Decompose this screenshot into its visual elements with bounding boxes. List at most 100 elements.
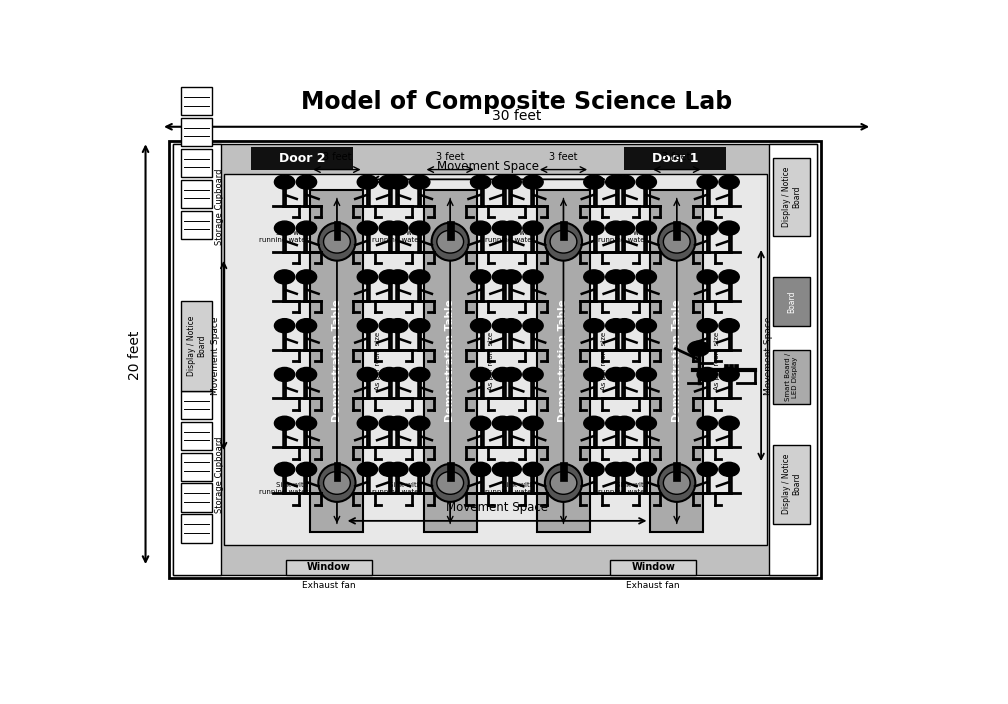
Circle shape [584,270,604,284]
Circle shape [698,221,718,235]
Circle shape [388,463,408,477]
Circle shape [388,175,408,189]
Bar [673,221,680,240]
Circle shape [388,416,408,430]
Circle shape [471,270,491,284]
Text: Sink with
running water: Sink with running water [372,230,421,243]
Bar [180,391,212,419]
Circle shape [492,416,513,430]
Circle shape [523,367,543,382]
Ellipse shape [436,472,464,494]
Circle shape [471,221,491,235]
Text: Storage Cupboard: Storage Cupboard [215,168,224,245]
Ellipse shape [550,230,577,253]
Circle shape [274,367,294,382]
Text: Window: Window [631,562,675,572]
Circle shape [614,270,635,284]
Circle shape [274,175,294,189]
Circle shape [492,367,513,382]
Circle shape [388,319,408,333]
Text: Display / Notice
Board: Display / Notice Board [782,454,801,514]
Circle shape [296,270,317,284]
Circle shape [388,270,408,284]
Text: As per room size: As per room size [488,332,494,390]
Circle shape [379,367,399,382]
Circle shape [492,319,513,333]
Text: Window: Window [307,562,351,572]
Circle shape [636,416,656,430]
Circle shape [492,270,513,284]
Text: Sink with
running water: Sink with running water [372,482,421,495]
Circle shape [698,463,718,477]
Circle shape [614,319,635,333]
Circle shape [296,416,317,430]
Circle shape [357,463,378,477]
Text: Movement Space: Movement Space [437,160,539,173]
Circle shape [357,416,378,430]
Bar [773,158,810,237]
Text: Storage Cupboard: Storage Cupboard [215,436,224,513]
Circle shape [409,416,429,430]
Text: Sink with
running water: Sink with running water [259,482,308,495]
Circle shape [501,367,521,382]
Circle shape [606,270,626,284]
Circle shape [492,221,513,235]
Text: Board: Board [787,290,796,313]
Circle shape [471,175,491,189]
Bar [180,301,212,391]
Bar [447,462,454,481]
Circle shape [719,221,739,235]
Circle shape [379,463,399,477]
Circle shape [409,463,429,477]
Bar [560,221,566,240]
Circle shape [409,175,429,189]
Circle shape [357,175,378,189]
Circle shape [501,319,521,333]
Ellipse shape [324,472,351,494]
Circle shape [492,175,513,189]
Circle shape [501,416,521,430]
Text: 3 feet: 3 feet [549,152,578,162]
Circle shape [379,416,399,430]
Text: Exhaust fan: Exhaust fan [302,582,356,591]
Bar [286,560,372,575]
Bar [725,364,728,370]
Circle shape [274,221,294,235]
Ellipse shape [431,464,469,502]
Ellipse shape [545,464,582,502]
Circle shape [606,319,626,333]
Text: Sink with
running water: Sink with running water [599,230,648,243]
Circle shape [409,367,429,382]
Bar [729,364,733,370]
Bar [769,144,817,575]
Text: Sink with
running water: Sink with running water [259,230,308,243]
Text: Door 2: Door 2 [278,152,325,165]
Circle shape [409,221,429,235]
Circle shape [636,319,656,333]
Circle shape [523,270,543,284]
Text: Sink with
running water: Sink with running water [599,482,648,495]
Text: Model of Composite Science Lab: Model of Composite Science Lab [301,90,732,114]
Circle shape [296,221,317,235]
Circle shape [719,270,739,284]
Circle shape [296,367,317,382]
Circle shape [523,416,543,430]
Bar [224,174,766,545]
Circle shape [719,367,739,382]
Text: Display / Notice
Board: Display / Notice Board [186,316,206,376]
Circle shape [379,175,399,189]
Circle shape [274,270,294,284]
Text: As per room size: As per room size [601,332,607,390]
Circle shape [379,221,399,235]
Circle shape [614,175,635,189]
Circle shape [584,319,604,333]
Circle shape [357,319,378,333]
Text: As per room size: As per room size [375,332,381,390]
Circle shape [471,463,491,477]
Circle shape [584,221,604,235]
Ellipse shape [658,464,696,502]
Circle shape [636,270,656,284]
Bar [447,221,454,240]
Bar [334,221,341,240]
Text: 20 feet: 20 feet [128,331,142,380]
